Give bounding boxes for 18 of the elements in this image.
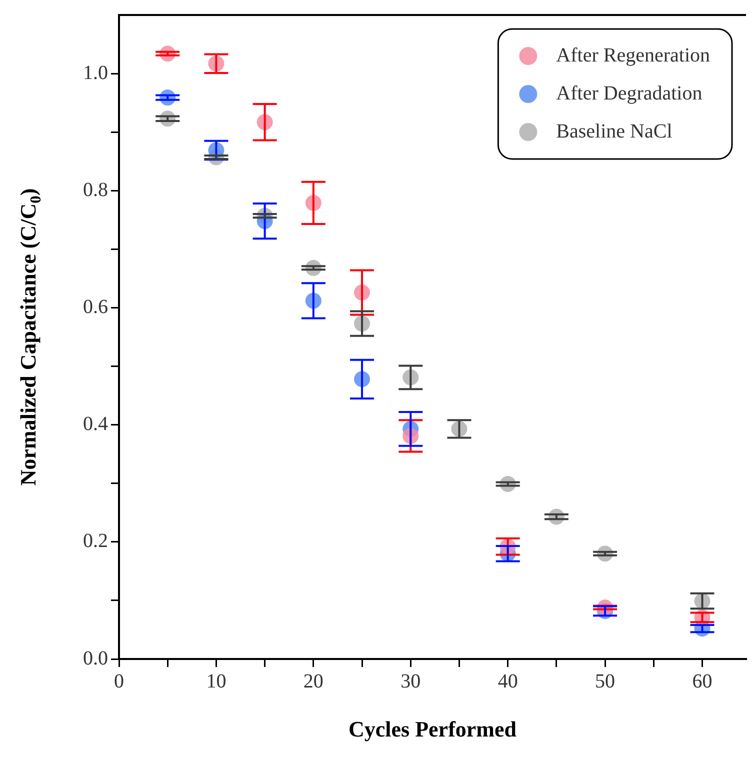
- x-tick-label: 30: [400, 670, 421, 692]
- x-axis-title: Cycles Performed: [348, 716, 516, 742]
- y-tick-label: 0.8: [83, 178, 108, 201]
- y-tick-label: 0.0: [83, 647, 108, 670]
- x-tick-label: 0: [114, 670, 124, 692]
- legend-label: After Regeneration: [556, 44, 710, 66]
- x-tick-label: 10: [206, 670, 226, 692]
- y-axis-title: Normalized Capacitance (C/C0): [16, 188, 45, 486]
- x-tick-label: 50: [595, 670, 616, 692]
- legend-label: Baseline NaCl: [556, 120, 673, 142]
- y-tick-label: 0.6: [83, 296, 108, 318]
- x-tick-label: 40: [498, 670, 518, 692]
- y-tick-label: 0.2: [83, 530, 108, 552]
- y-tick-label: 1.0: [83, 62, 108, 84]
- x-tick-label: 60: [692, 670, 712, 692]
- x-tick-label: 20: [303, 670, 324, 692]
- legend-label: After Degradation: [556, 82, 702, 104]
- y-tick-label: 0.4: [83, 413, 108, 436]
